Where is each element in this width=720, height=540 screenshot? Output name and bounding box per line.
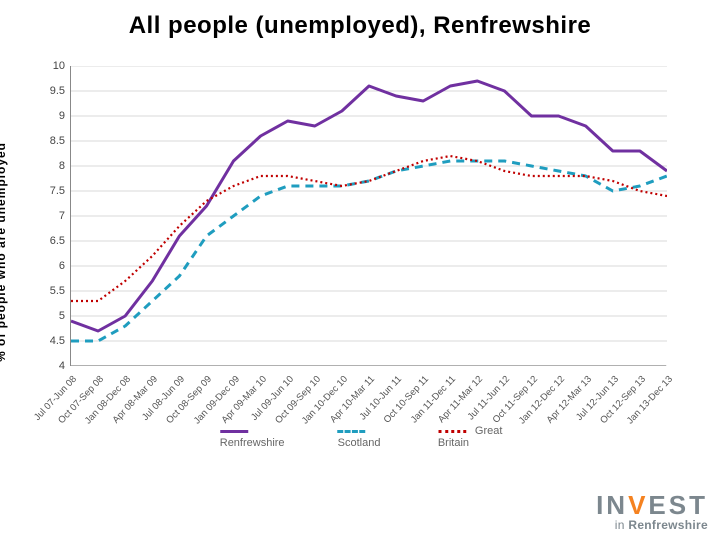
- y-tick-label: 4: [15, 360, 65, 372]
- logo-accent-letter: V: [628, 490, 648, 520]
- y-tick-label: 9.5: [15, 85, 65, 97]
- chart-container: % of people who are unemployed 44.555.56…: [8, 58, 674, 446]
- gridlines: [71, 66, 667, 366]
- legend-item-gb: Great Britain: [438, 425, 517, 449]
- series-line-scotland: [71, 161, 667, 341]
- logo-sub-in: in: [615, 518, 629, 532]
- y-tick-label: 6: [15, 260, 65, 272]
- logo-text: EST: [648, 490, 708, 520]
- legend-label: Great Britain: [438, 425, 503, 449]
- logo-sub-place: Renfrewshire: [628, 518, 708, 532]
- y-tick-label: 8.5: [15, 135, 65, 147]
- series-group: [71, 81, 667, 341]
- logo-brand: INVEST: [596, 492, 708, 518]
- logo-subtitle: in Renfrewshire: [596, 518, 708, 532]
- series-line-great-britain: [71, 156, 667, 301]
- y-tick-label: 8: [15, 160, 65, 172]
- legend-item-scotland: Scotland: [338, 425, 402, 449]
- y-tick-label: 10: [15, 60, 65, 72]
- y-axis-label: % of people who are unemployed: [0, 142, 8, 362]
- y-tick-label: 5.5: [15, 285, 65, 297]
- logo-text: IN: [596, 490, 628, 520]
- legend-swatch: [338, 430, 366, 433]
- legend-label: Scotland: [338, 437, 381, 449]
- chart-svg: [71, 66, 667, 366]
- y-tick-label: 6.5: [15, 235, 65, 247]
- y-tick-label: 7: [15, 210, 65, 222]
- legend-label: Renfrewshire: [220, 437, 285, 449]
- page-title: All people (unemployed), Renfrewshire: [0, 0, 720, 40]
- y-tick-label: 9: [15, 110, 65, 122]
- legend-swatch: [438, 430, 466, 433]
- legend-item-renfrewshire: Renfrewshire: [220, 425, 302, 449]
- invest-logo: INVEST in Renfrewshire: [596, 492, 708, 532]
- legend-swatch: [220, 430, 248, 433]
- y-tick-label: 4.5: [15, 335, 65, 347]
- legend: Renfrewshire Scotland Great Britain: [220, 425, 518, 449]
- y-tick-label: 5: [15, 310, 65, 322]
- plot-area: 44.555.566.577.588.599.510 Jul 07-Jun 08…: [70, 66, 666, 366]
- y-tick-label: 7.5: [15, 185, 65, 197]
